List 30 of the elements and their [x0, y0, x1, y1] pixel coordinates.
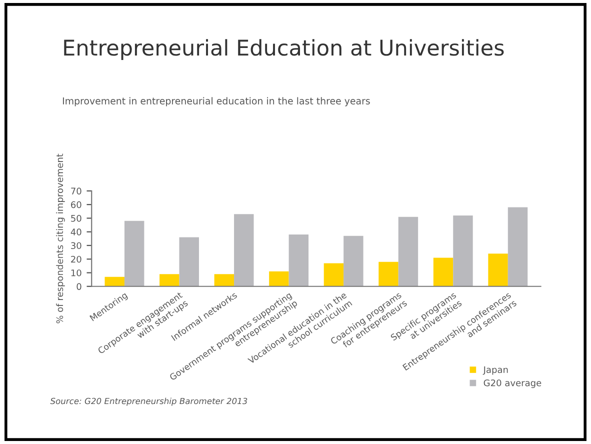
y-tick-label: 10 — [71, 269, 82, 276]
legend-label: Japan — [482, 366, 508, 375]
y-tick-label: 0 — [76, 283, 82, 290]
bar — [160, 274, 180, 286]
bar — [378, 262, 398, 286]
bar — [124, 220, 144, 286]
y-tick-label: 20 — [71, 256, 82, 263]
bar — [234, 214, 254, 286]
bar — [344, 236, 364, 286]
bar — [179, 237, 199, 286]
y-tick-label: 30 — [71, 242, 82, 250]
chart-subtitle: Improvement in entrepreneurial education in the last three years — [62, 97, 370, 106]
y-axis-title: % of respondents citing improvement — [56, 154, 65, 324]
bar — [508, 207, 528, 286]
bar — [104, 276, 124, 286]
bar — [269, 271, 289, 286]
source-note: Source: G20 Entrepreneurship Barometer 2013 — [50, 398, 248, 406]
y-tick-label: 70 — [71, 188, 82, 194]
bar — [433, 258, 454, 286]
bar — [288, 234, 309, 286]
chart-title: Entrepreneurial Education at Universities — [64, 39, 504, 60]
y-tick-label: 60 — [71, 201, 82, 208]
y-tick-label: 40 — [70, 228, 82, 236]
bar — [324, 263, 344, 286]
bar — [453, 215, 473, 286]
bar — [488, 254, 508, 286]
legend-label: G20 average — [484, 379, 542, 388]
y-tick-label: 50 — [71, 214, 82, 222]
bar — [214, 274, 234, 286]
bar — [398, 216, 418, 286]
